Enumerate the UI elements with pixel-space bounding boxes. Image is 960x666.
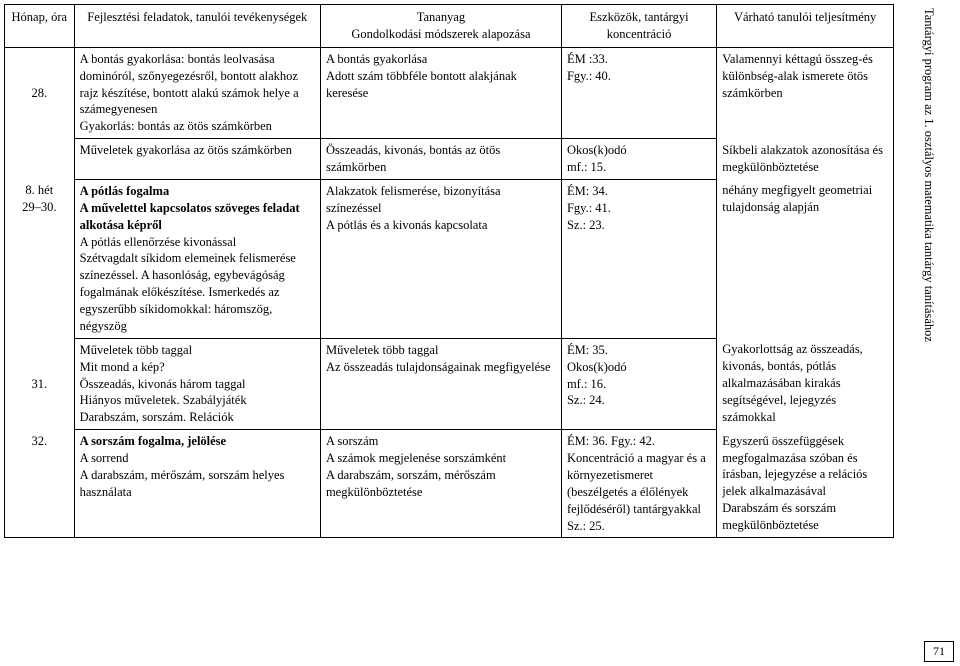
- cell-dev-31: Műveletek több taggal Mit mond a kép? Ös…: [74, 338, 320, 429]
- cell-dev-29-bold: A pótlás fogalma A művelettel kapcsolato…: [80, 183, 315, 234]
- curriculum-table: Hónap, óra Fejlesztési feladatok, tanuló…: [4, 4, 894, 538]
- cell-dev-29: A pótlás fogalma A művelettel kapcsolato…: [74, 179, 320, 338]
- header-dev: Fejlesztési feladatok, tanulói tevékenys…: [74, 5, 320, 48]
- header-material: Tananyag Gondolkodási módszerek alapozás…: [320, 5, 561, 48]
- cell-tool-31: ÉM: 35. Okos(k)odó mf.: 16. Sz.: 24.: [561, 338, 716, 429]
- cell-res-28: Valamennyi kéttagú összeg-és különbség-a…: [717, 47, 894, 138]
- cell-dev-ops: Műveletek gyakorlása az ötös számkörben: [74, 139, 320, 180]
- cell-tool-28: ÉM :33. Fgy.: 40.: [561, 47, 716, 138]
- page-number: 71: [924, 641, 954, 662]
- header-tools: Eszközök, tantárgyi koncentráció: [561, 5, 716, 48]
- side-label: Tantárgyi program az 1. osztályos matema…: [921, 8, 936, 342]
- cell-dev-32: A sorszám fogalma, jelölése A sorrend A …: [74, 430, 320, 538]
- cell-res-31: Gyakorlottság az összeadás, kivonás, bon…: [717, 338, 894, 429]
- cell-tool-ops: Okos(k)odó mf.: 15.: [561, 139, 716, 180]
- page-root: Tantárgyi program az 1. osztályos matema…: [0, 0, 960, 666]
- table-row: 32. A sorszám fogalma, jelölése A sorren…: [5, 430, 894, 538]
- cell-dev-28: A bontás gyakorlása: bontás leolvasása d…: [74, 47, 320, 138]
- table-row: 31. Műveletek több taggal Mit mond a kép…: [5, 338, 894, 429]
- cell-time-28: 28.: [5, 47, 75, 138]
- cell-time-31: 31.: [5, 338, 75, 429]
- cell-dev-29-plain: A pótlás ellenőrzése kivonással Szétvagd…: [80, 234, 315, 335]
- cell-res-32: Egyszerű összefüggések megfogalmazása sz…: [717, 430, 894, 538]
- table-row: 8. hét 29–30. A pótlás fogalma A művelet…: [5, 179, 894, 338]
- cell-tool-32: ÉM: 36. Fgy.: 42. Koncentráció a magyar …: [561, 430, 716, 538]
- header-time: Hónap, óra: [5, 5, 75, 48]
- cell-mat-ops: Összeadás, kivonás, bontás az ötös számk…: [320, 139, 561, 180]
- cell-time-32: 32.: [5, 430, 75, 538]
- table-header-row: Hónap, óra Fejlesztési feladatok, tanuló…: [5, 5, 894, 48]
- cell-tool-29: ÉM: 34. Fgy.: 41. Sz.: 23.: [561, 179, 716, 338]
- cell-mat-32: A sorszám A számok megjelenése sorszámké…: [320, 430, 561, 538]
- cell-time-empty: [5, 139, 75, 180]
- cell-res-29: néhány megfigyelt geometriai tulajdonság…: [717, 179, 894, 338]
- cell-res-ops: Síkbeli alakzatok azonosítása és megkülö…: [717, 139, 894, 180]
- table-row: 28. A bontás gyakorlása: bontás leolvasá…: [5, 47, 894, 138]
- cell-dev-32-plain: A sorrend A darabszám, mérőszám, sorszám…: [80, 450, 315, 501]
- header-result: Várható tanulói teljesítmény: [717, 5, 894, 48]
- table-row: Műveletek gyakorlása az ötös számkörben …: [5, 139, 894, 180]
- cell-mat-28: A bontás gyakorlása Adott szám többféle …: [320, 47, 561, 138]
- cell-time-29: 8. hét 29–30.: [5, 179, 75, 338]
- cell-mat-29: Alakzatok felismerése, bizonyítása színe…: [320, 179, 561, 338]
- cell-mat-31: Műveletek több taggal Az összeadás tulaj…: [320, 338, 561, 429]
- cell-dev-32-bold: A sorszám fogalma, jelölése: [80, 433, 315, 450]
